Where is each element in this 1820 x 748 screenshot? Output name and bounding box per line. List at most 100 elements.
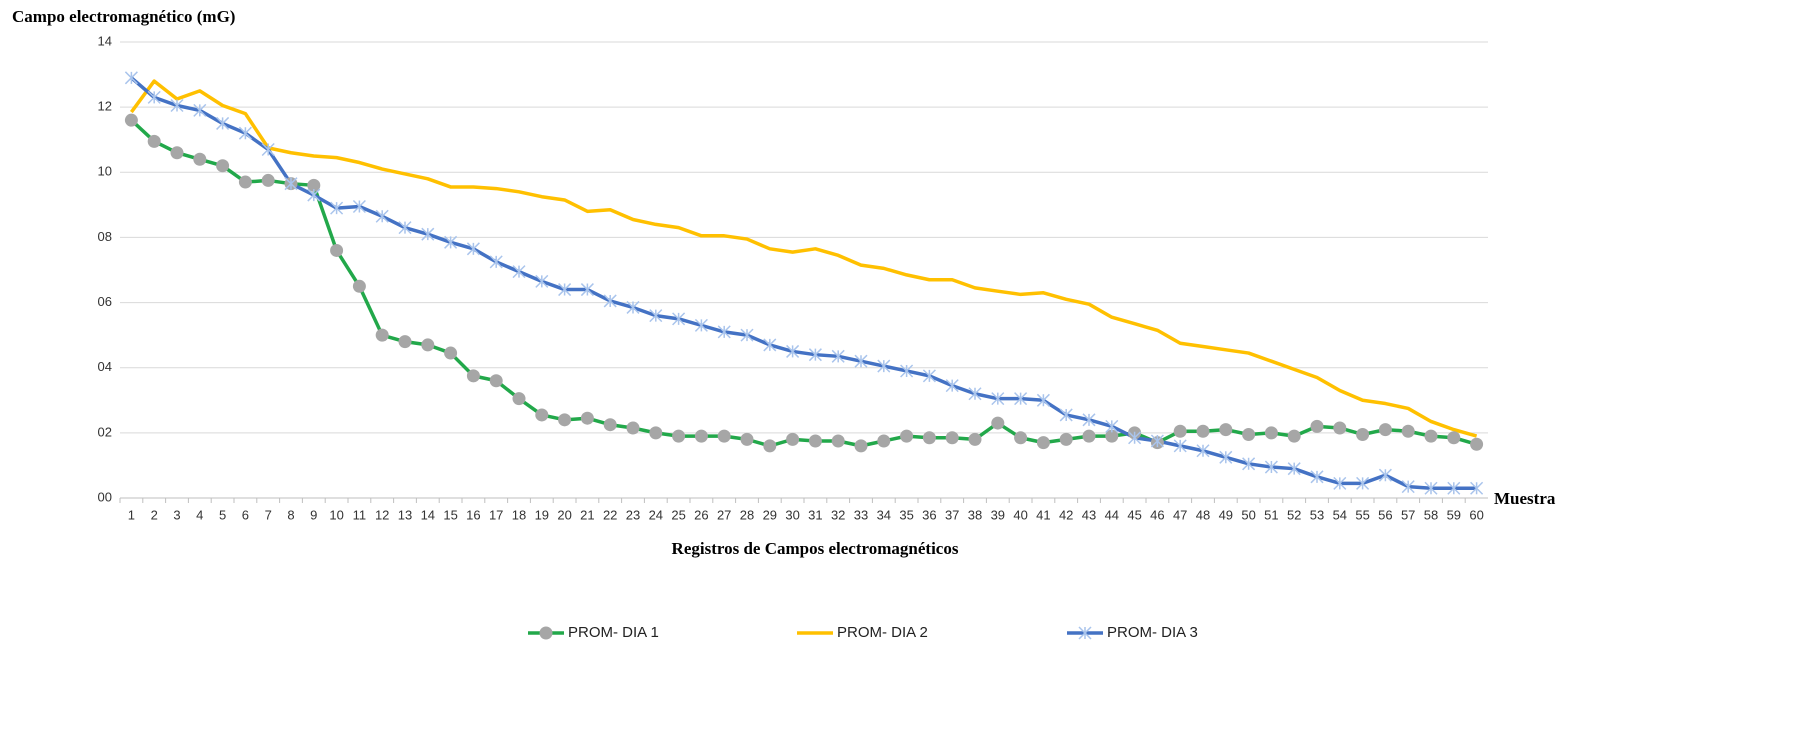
point-marker <box>512 392 526 406</box>
x-tick-label: 18 <box>512 507 526 522</box>
point-marker <box>968 432 982 446</box>
point-marker <box>900 429 914 443</box>
x-tick-label: 19 <box>535 507 549 522</box>
series-line <box>130 76 1477 490</box>
x-tick-label: 59 <box>1447 507 1461 522</box>
x-tick-label: 28 <box>740 507 754 522</box>
point-marker <box>330 201 344 215</box>
x-tick-label: 8 <box>287 507 294 522</box>
x-tick-label: 57 <box>1401 507 1415 522</box>
x-tick-label: 3 <box>173 507 180 522</box>
point-marker <box>1082 429 1096 443</box>
x-tick-label: 1 <box>128 507 135 522</box>
point-marker <box>831 434 845 448</box>
point-marker <box>466 369 480 383</box>
point-marker <box>1242 427 1256 441</box>
point-marker <box>216 116 230 130</box>
x-tick-label: 34 <box>877 507 891 522</box>
point-marker <box>580 411 594 425</box>
point-marker <box>1082 413 1096 427</box>
x-tick-label: 54 <box>1333 507 1347 522</box>
point-marker <box>649 309 663 323</box>
point-marker <box>558 413 572 427</box>
y-tick-label: 06 <box>98 294 112 309</box>
point-marker <box>763 439 777 453</box>
point-marker <box>1310 470 1324 484</box>
series-line <box>129 79 1478 438</box>
point-marker <box>1128 431 1142 445</box>
point-marker <box>1447 431 1461 445</box>
point-marker <box>398 335 412 349</box>
point-marker <box>603 418 617 432</box>
point-marker <box>352 199 366 214</box>
point-marker <box>717 429 731 443</box>
point-marker <box>261 173 275 187</box>
x-tick-label: 14 <box>421 507 435 522</box>
point-marker <box>1470 437 1484 451</box>
point-marker <box>945 379 959 393</box>
point-marker <box>1150 434 1164 448</box>
x-tick-label: 9 <box>310 507 317 522</box>
x-tick-label: 26 <box>694 507 708 522</box>
x-tick-label: 45 <box>1127 507 1141 522</box>
y-tick-label: 00 <box>98 489 112 504</box>
point-marker <box>854 354 868 368</box>
y-tick-label: 12 <box>98 99 112 114</box>
x-tick-label: 41 <box>1036 507 1050 522</box>
point-marker <box>1356 476 1370 490</box>
point-marker <box>421 338 435 352</box>
x-tick-label: 55 <box>1355 507 1369 522</box>
point-marker <box>1059 408 1073 422</box>
x-tick-label: 29 <box>763 507 777 522</box>
point-marker <box>580 283 594 297</box>
point-marker <box>1356 427 1370 441</box>
x-tick-label: 17 <box>489 507 503 522</box>
x-tick-label: 60 <box>1469 507 1483 522</box>
point-marker <box>1014 392 1028 406</box>
point-marker <box>1470 481 1484 495</box>
point-marker <box>421 227 435 241</box>
x-axis-title: Registros de Campos electromagnéticos <box>672 539 959 558</box>
point-marker <box>808 348 822 362</box>
point-marker <box>1378 468 1392 482</box>
x-tick-label: 4 <box>196 507 203 522</box>
point-marker <box>216 159 230 173</box>
point-marker <box>307 188 321 202</box>
x-tick-label: 44 <box>1105 507 1119 522</box>
point-marker <box>444 235 458 249</box>
x-tick-label: 6 <box>242 507 249 522</box>
point-marker <box>352 279 366 293</box>
point-marker <box>466 242 480 256</box>
point-marker <box>375 328 389 342</box>
legend-label: PROM- DIA 2 <box>837 624 928 641</box>
x-tick-label: 52 <box>1287 507 1301 522</box>
y-tick-label: 08 <box>98 229 112 244</box>
point-marker <box>694 429 708 443</box>
point-marker <box>900 364 914 378</box>
x-tick-label: 58 <box>1424 507 1438 522</box>
x-tick-label: 11 <box>353 507 367 522</box>
point-marker <box>968 387 982 401</box>
point-marker <box>991 392 1005 406</box>
point-marker <box>763 338 777 352</box>
x-tick-label: 27 <box>717 507 731 522</box>
point-marker <box>1264 460 1278 474</box>
point-marker <box>261 142 275 157</box>
point-marker <box>877 434 891 448</box>
point-marker <box>284 177 298 191</box>
point-marker <box>1173 424 1187 438</box>
point-marker <box>1424 429 1438 443</box>
point-marker <box>307 178 321 192</box>
x-tick-label: 22 <box>603 507 617 522</box>
x-tick-label: 32 <box>831 507 845 522</box>
x-tick-label: 16 <box>466 507 480 522</box>
x-tick-label: 50 <box>1241 507 1255 522</box>
point-marker <box>717 325 731 339</box>
legend-marker <box>1078 626 1092 640</box>
point-marker <box>854 439 868 453</box>
point-marker <box>558 283 572 297</box>
point-marker <box>1424 481 1438 495</box>
x-tick-label: 10 <box>329 507 343 522</box>
point-marker <box>1264 426 1278 440</box>
